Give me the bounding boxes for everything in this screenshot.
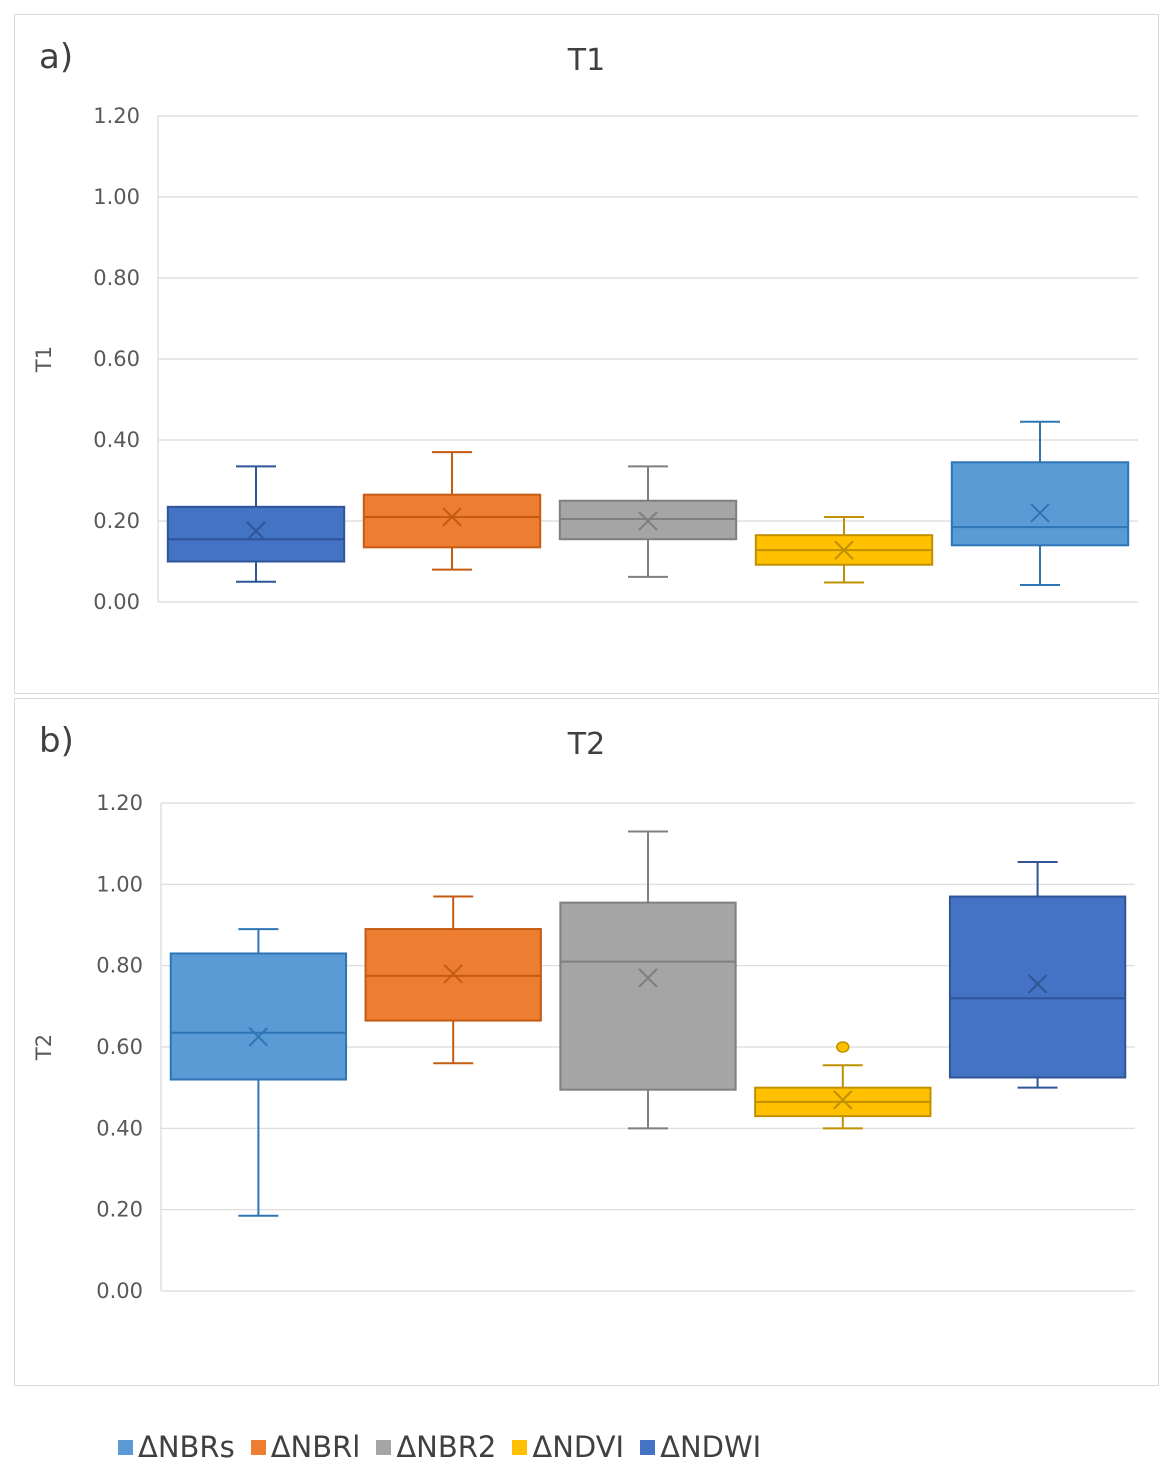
iqr-box [166,505,346,563]
legend-swatch [376,1439,392,1455]
box-2 [364,895,542,1065]
panel-label: a) [39,37,74,77]
legend-swatch [250,1439,266,1455]
legend-swatch [512,1439,528,1455]
legend-swatch [118,1439,133,1455]
iqr-box [950,461,1130,547]
y-tick-label: 1.20 [96,791,143,815]
box-1 [166,465,346,583]
box-2 [362,451,542,571]
mean-marker [443,964,463,984]
y-tick-label: 0.00 [96,1279,143,1303]
mean-marker [248,1027,269,1047]
box-1 [169,928,348,1217]
legend-label: ΔNBRl [270,1430,361,1464]
y-tick-label: 1.00 [93,185,140,209]
box-3 [558,465,738,578]
mean-marker [1030,503,1050,523]
mean-marker [638,968,658,988]
y-axis-label: T1 [32,346,56,373]
mean-marker [1027,974,1048,994]
legend-item: ΔNDWI [640,1430,761,1464]
legend-item: ΔNBR2 [376,1430,496,1464]
y-tick-label: 0.40 [96,1116,143,1140]
legend-label: ΔNDVI [532,1430,625,1464]
legend-item: ΔNBRl [250,1430,361,1464]
legend-swatch [640,1439,656,1455]
y-tick-label: 0.40 [93,428,140,452]
legend: ΔNBRs ΔNBRl ΔNBR2 ΔNDVI ΔNDWI [118,1430,761,1464]
y-tick-label: 1.20 [93,104,140,128]
y-tick-label: 0.20 [93,509,140,533]
y-tick-label: 1.00 [96,872,143,896]
box-5 [948,860,1127,1089]
y-tick-label: 0.60 [93,347,140,371]
chart-title: T1 [567,43,606,78]
chart-panel-a: a) T1 0.00 0.20 0.40 0.60 0.80 1.00 1.20 T1 [14,14,1159,694]
legend-item: ΔNDVI [512,1430,624,1464]
chart-title: T2 [567,727,606,762]
box-4 [754,515,934,584]
box-4 [754,1041,932,1130]
panel-label: b) [39,721,74,761]
y-tick-label: 0.80 [96,954,143,978]
y-tick-label: 0.20 [96,1198,143,1222]
boxplot-chart: 0.00 0.20 0.40 0.60 0.80 1.00 1.20 T2 [32,791,1135,1303]
box-5 [950,420,1130,586]
iqr-box [362,493,542,549]
y-tick-label: 0.80 [93,266,140,290]
box-3 [559,830,737,1130]
boxplot-chart: 0.00 0.20 0.40 0.60 0.80 1.00 1.20 T1 [32,104,1138,614]
mean-marker [834,540,854,560]
chart-panel-b: b) T2 0.00 0.20 0.40 0.60 0.80 1.00 1.20 T2 [14,698,1159,1386]
iqr-box [948,895,1127,1079]
legend-label: ΔNBR2 [396,1430,497,1464]
mean-marker [638,511,658,531]
y-tick-label: 0.00 [93,590,140,614]
y-tick-label: 0.60 [96,1035,143,1059]
y-axis-label: T2 [32,1034,56,1061]
legend-label: ΔNDWI [660,1430,762,1464]
legend-item: ΔNBRs [118,1430,235,1464]
mean-marker [246,521,266,541]
iqr-box [559,901,737,1091]
legend-label: ΔNBRs [138,1430,235,1464]
outlier-point [836,1041,850,1053]
mean-marker [833,1090,853,1110]
iqr-box [169,952,348,1081]
mean-marker [442,507,462,527]
